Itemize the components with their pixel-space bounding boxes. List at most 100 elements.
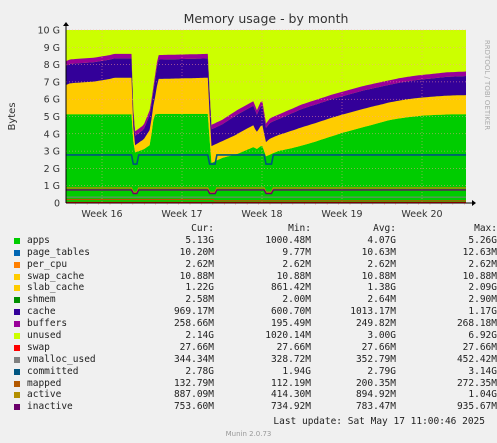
y-axis-arrow bbox=[63, 22, 69, 26]
legend-swatch bbox=[14, 273, 20, 280]
legend-avg-value: 352.79M bbox=[355, 353, 396, 365]
legend-swatch bbox=[14, 249, 20, 256]
series-mapped-line bbox=[66, 198, 466, 202]
y-tick-label: 10 G bbox=[38, 26, 60, 37]
legend-min-value: 1000.48M bbox=[265, 234, 311, 246]
legend-min-value: 1020.14M bbox=[265, 330, 311, 342]
legend-max-value: 1.17G bbox=[468, 306, 497, 318]
legend-min-value: 9.77M bbox=[282, 246, 311, 258]
legend-min-value: 600.70M bbox=[270, 306, 311, 318]
legend-max-value: 1.04G bbox=[468, 389, 497, 401]
series-apps-area bbox=[66, 113, 466, 203]
legend-max-value: 27.66M bbox=[462, 341, 497, 353]
legend-swatch bbox=[14, 380, 20, 387]
legend-avg-value: 2.62M bbox=[367, 258, 396, 270]
legend-series-name: buffers bbox=[27, 318, 68, 330]
legend-swatch bbox=[14, 297, 20, 304]
legend-cur-value: 969.17M bbox=[173, 306, 214, 318]
legend-max-value: 272.35M bbox=[456, 377, 497, 389]
y-tick-label: 1 G bbox=[44, 181, 60, 192]
legend-max-value: 5.26G bbox=[468, 234, 497, 246]
legend-swatch bbox=[14, 285, 20, 292]
legend-cur-value: 5.13G bbox=[185, 234, 214, 246]
legend-min-value: 1.94G bbox=[282, 365, 311, 377]
legend-series-name: inactive bbox=[27, 401, 73, 413]
y-tick-label: 0 bbox=[54, 199, 60, 210]
legend-max-value: 2.90M bbox=[468, 294, 497, 306]
chart-title: Memory usage - by month bbox=[184, 11, 349, 26]
legend-min-value: 2.00M bbox=[282, 294, 311, 306]
legend-cur-value: 887.09M bbox=[173, 389, 214, 401]
series-inactive-line bbox=[66, 189, 466, 195]
legend-header-cur: Cur: bbox=[191, 223, 214, 234]
y-tick-label: 2 G bbox=[44, 164, 60, 175]
x-tick-label: Week 17 bbox=[161, 209, 202, 220]
legend-cur-value: 10.20M bbox=[179, 246, 214, 258]
legend-min-value: 328.72M bbox=[270, 353, 311, 365]
legend-cur-value: 753.60M bbox=[173, 401, 214, 413]
legend-cur-value: 132.79M bbox=[173, 377, 214, 389]
rrdtool-watermark: RRDTOOL / TOBI OETIKER bbox=[483, 40, 491, 130]
legend-cur-value: 1.22G bbox=[185, 282, 214, 294]
footer: Munin 2.0.73 bbox=[225, 430, 272, 438]
legend-swatch bbox=[14, 309, 20, 316]
legend-series-name: mapped bbox=[27, 377, 62, 389]
legend-swatch bbox=[14, 404, 20, 411]
legend-avg-value: 27.66M bbox=[361, 341, 396, 353]
y-tick-label: 8 G bbox=[44, 60, 60, 71]
x-tick-label: Week 20 bbox=[401, 209, 442, 220]
legend-swatch bbox=[14, 321, 20, 328]
legend-max-value: 452.42M bbox=[456, 353, 497, 365]
legend-swatch bbox=[14, 392, 20, 399]
legend-avg-value: 2.79G bbox=[367, 365, 396, 377]
series-cache-area bbox=[66, 58, 466, 147]
legend-max-value: 2.62M bbox=[468, 258, 497, 270]
legend-series-name: committed bbox=[27, 365, 79, 377]
legend-avg-value: 894.92M bbox=[355, 389, 396, 401]
legend-series-name: page_tables bbox=[27, 246, 90, 258]
legend-avg-value: 10.63M bbox=[361, 246, 396, 258]
legend-cur-value: 2.14G bbox=[185, 330, 214, 342]
legend-series-name: apps bbox=[27, 234, 50, 246]
legend-header-avg: Avg: bbox=[373, 223, 396, 234]
legend-avg-value: 1013.17M bbox=[350, 306, 396, 318]
legend-swatch bbox=[14, 368, 20, 375]
legend-min-value: 734.92M bbox=[270, 401, 311, 413]
legend-avg-value: 1.38G bbox=[367, 282, 396, 294]
legend-series-name: shmem bbox=[27, 294, 56, 306]
legend-max-value: 12.63M bbox=[462, 246, 497, 258]
legend-series-name: swap_cache bbox=[27, 270, 85, 282]
legend-min-value: 861.42M bbox=[270, 282, 311, 294]
legend-min-value: 2.62M bbox=[282, 258, 311, 270]
legend-series-name: swap bbox=[27, 341, 50, 353]
legend-avg-value: 200.35M bbox=[355, 377, 396, 389]
legend-swatch bbox=[14, 333, 20, 340]
legend-min-value: 112.19M bbox=[270, 377, 311, 389]
legend-swatch bbox=[14, 261, 20, 268]
legend-max-value: 3.14G bbox=[468, 365, 497, 377]
legend-avg-value: 249.82M bbox=[355, 318, 396, 330]
y-tick-label: 3 G bbox=[44, 147, 60, 158]
y-axis-label: Bytes bbox=[7, 102, 18, 130]
legend-series-name: slab_cache bbox=[27, 282, 85, 294]
y-tick-label: 9 G bbox=[44, 43, 60, 54]
last-update: Last update: Sat May 17 11:00:46 2025 bbox=[273, 416, 485, 427]
legend-cur-value: 27.66M bbox=[179, 341, 214, 353]
legend-cur-value: 258.66M bbox=[173, 318, 214, 330]
legend-series-name: vmalloc_used bbox=[27, 353, 96, 365]
legend-max-value: 935.67M bbox=[456, 401, 497, 413]
x-axis-arrow bbox=[472, 200, 476, 206]
legend-avg-value: 10.88M bbox=[361, 270, 396, 282]
legend-min-value: 414.30M bbox=[270, 389, 311, 401]
legend-max-value: 6.92G bbox=[468, 330, 497, 342]
legend-min-value: 195.49M bbox=[270, 318, 311, 330]
x-tick-label: Week 16 bbox=[81, 209, 122, 220]
legend-header-min: Min: bbox=[288, 223, 311, 234]
legend-max-value: 2.09G bbox=[468, 282, 497, 294]
legend-series-name: per_cpu bbox=[27, 258, 68, 270]
legend-cur-value: 2.58M bbox=[185, 294, 214, 306]
legend-min-value: 10.88M bbox=[276, 270, 311, 282]
legend-min-value: 27.66M bbox=[276, 341, 311, 353]
y-tick-label: 5 G bbox=[44, 112, 60, 123]
